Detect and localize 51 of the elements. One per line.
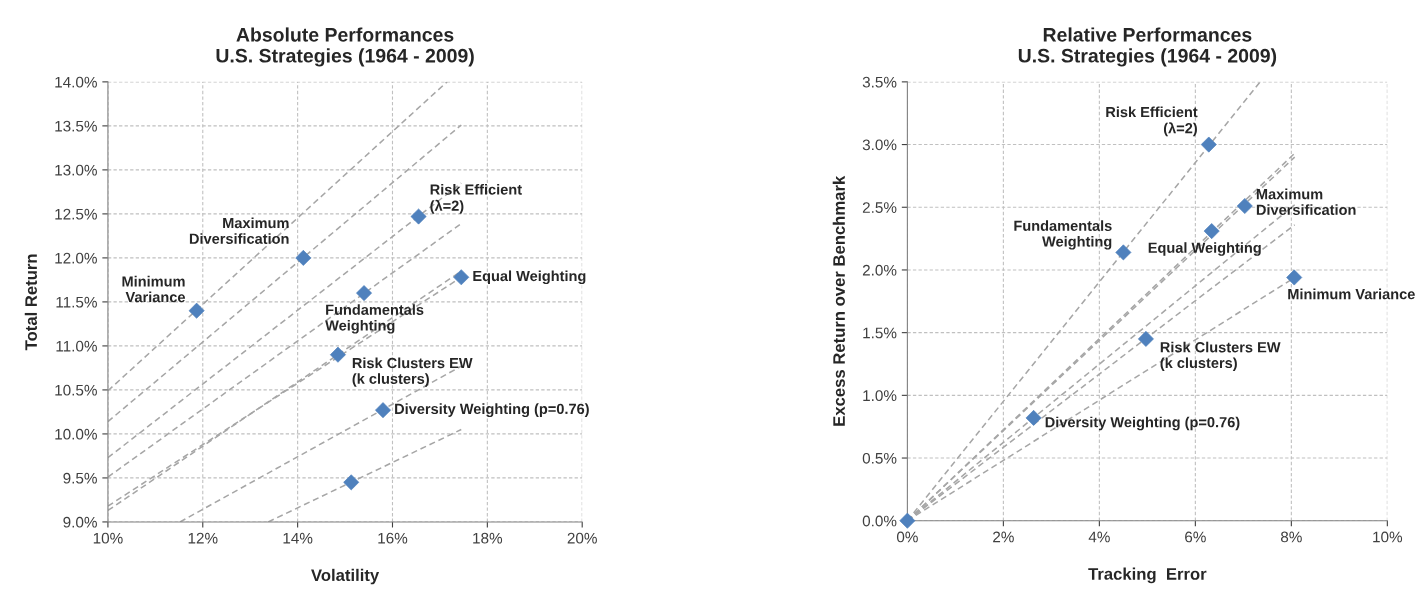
x-axis-title: Volatility <box>311 568 380 585</box>
y-tick-label: 3.0% <box>862 139 897 151</box>
y-tick-label: 9.0% <box>63 516 97 528</box>
annotation: Risk Efficient (λ=2) <box>1106 106 1198 137</box>
y-tick-label: 9.5% <box>63 472 97 484</box>
y-tick-label: 12.0% <box>55 252 97 264</box>
y-tick-label: 0.5% <box>862 452 897 464</box>
annotation: Maximum Diversification <box>1256 188 1356 215</box>
y-tick-label: 12.5% <box>55 208 97 220</box>
x-tick-label: 10% <box>93 532 123 544</box>
y-tick-label: 13.5% <box>55 120 97 132</box>
y-tick-label: 14.0% <box>55 76 97 88</box>
annotation: Equal Weighting <box>1148 242 1261 256</box>
y-tick-label: 2.0% <box>862 264 897 276</box>
annotation: Diversity Weighting (p=0.76) <box>1045 416 1240 431</box>
annotation: Fundamentals Weighting <box>1014 220 1112 250</box>
annotation: Minimum Variance <box>1288 288 1415 300</box>
x-tick-label: 0% <box>896 531 918 543</box>
y-tick-label: 11.5% <box>56 296 97 308</box>
x-tick-label: 12% <box>188 532 218 544</box>
annotation: Minimum Variance <box>122 275 185 303</box>
x-axis-title: Tracking Error <box>1088 567 1207 584</box>
y-tick-label: 1.0% <box>863 390 897 402</box>
x-tick-label: 2% <box>993 531 1014 543</box>
x-tick-label: 10% <box>1373 531 1403 543</box>
y-tick-label: 10.5% <box>55 384 97 396</box>
annotation: Maximum Diversification <box>189 217 289 244</box>
x-tick-label: 18% <box>473 532 503 544</box>
chart-title: Absolute Performances U.S. Strategies (1964 - 2009) <box>216 27 474 67</box>
x-tick-label: 6% <box>1185 531 1206 543</box>
x-tick-label: 16% <box>378 532 408 544</box>
y-tick-label: 0.0% <box>862 515 897 527</box>
y-tick-label: 3.5% <box>862 76 897 88</box>
annotation: Equal Weighting <box>473 270 586 285</box>
annotation: Risk Clusters EW (k clusters) <box>1160 341 1281 371</box>
y-tick-label: 1.5% <box>863 327 897 339</box>
x-tick-label: 4% <box>1088 531 1110 543</box>
annotation: Diversity Weighting (p=0.76) <box>395 403 589 417</box>
annotation: Risk Efficient (λ=2) <box>430 184 522 214</box>
chart-title: Relative Performances U.S. Strategies (1964 - 2009) <box>1018 27 1277 67</box>
y-tick-label: 11.0% <box>56 340 97 352</box>
y-tick-label: 2.5% <box>862 202 897 213</box>
x-tick-label: 14% <box>283 532 313 544</box>
y-tick-label: 13.0% <box>55 164 97 176</box>
annotation: Fundamentals Weighting <box>325 304 424 334</box>
x-tick-label: 20% <box>567 532 597 544</box>
y-axis-title: Total Return <box>24 254 37 351</box>
y-axis-title: Excess Return over Benchmark <box>832 175 845 426</box>
annotation: Risk Clusters EW (k clusters) <box>352 357 473 387</box>
x-tick-label: 8% <box>1280 531 1302 543</box>
y-tick-label: 10.0% <box>55 428 97 440</box>
